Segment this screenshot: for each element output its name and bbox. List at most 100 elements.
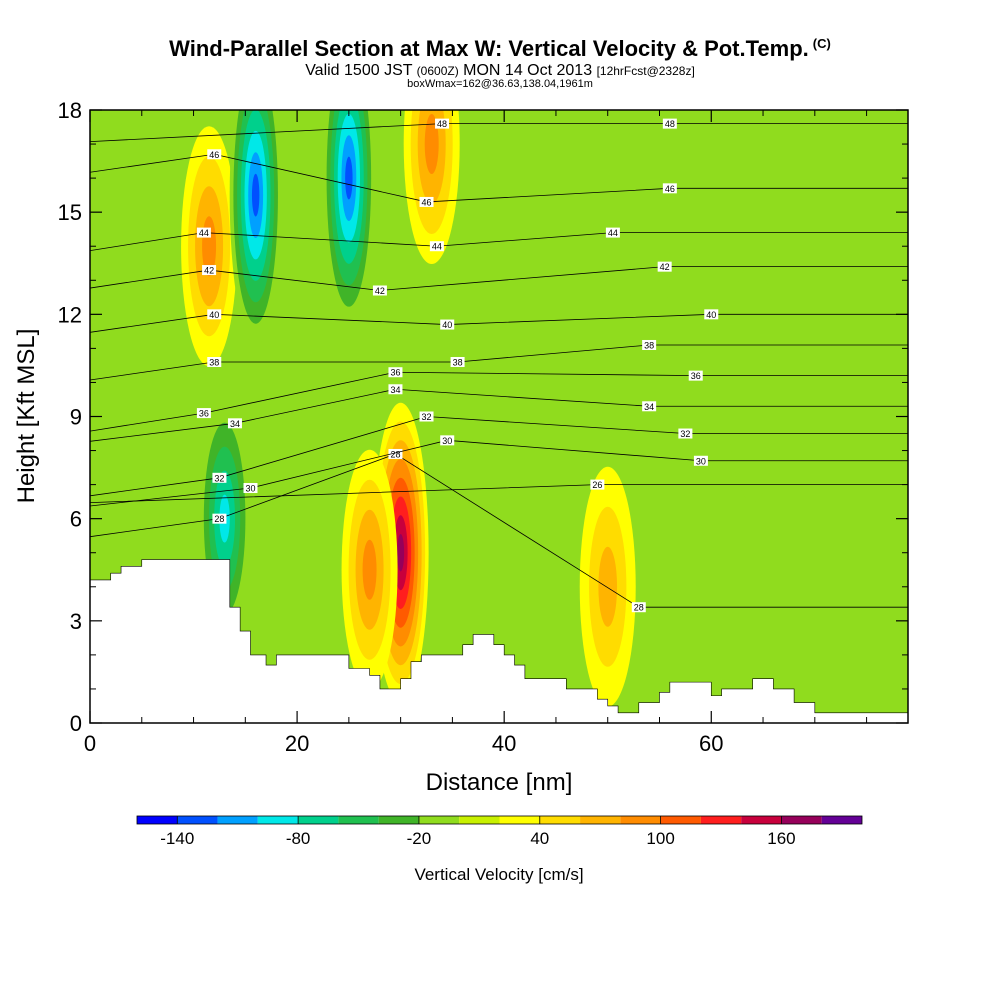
colorbar-swatch-0	[137, 816, 178, 824]
svg-text:26: 26	[592, 480, 602, 490]
theta-label-30-1: 30	[440, 435, 455, 446]
theta-label-40-1: 40	[440, 319, 455, 330]
svg-text:32: 32	[214, 473, 224, 483]
velocity-feature-6	[424, 114, 439, 175]
colorbar-tick-label-0: -140	[160, 829, 194, 848]
svg-text:28: 28	[634, 603, 644, 613]
theta-line-48	[90, 123, 908, 143]
title-text: Wind-Parallel Section at Max W: Vertical…	[169, 36, 809, 61]
theta-label-42-1: 42	[372, 285, 387, 296]
valid-time-b: MON 14 Oct 2013	[463, 62, 593, 79]
svg-text:34: 34	[644, 402, 654, 412]
svg-text:38: 38	[644, 340, 654, 350]
theta-label-44-0: 44	[196, 227, 211, 238]
velocity-feature-7	[598, 546, 618, 627]
theta-label-28-0: 28	[212, 513, 227, 524]
colorbar-swatch-10	[539, 816, 581, 824]
svg-text:44: 44	[608, 228, 618, 238]
svg-text:30: 30	[696, 456, 706, 466]
svg-text:30: 30	[245, 484, 255, 494]
svg-text:42: 42	[660, 262, 670, 272]
valid-time-line: Valid 1500 JST (0600Z) MON 14 Oct 2013 […	[0, 62, 1000, 80]
y-tick-label-0: 0	[70, 711, 82, 736]
svg-text:28: 28	[390, 449, 400, 459]
velocity-feature-3	[397, 533, 405, 572]
velocity-feature-4	[362, 539, 377, 600]
colorbar-swatch-16	[781, 816, 822, 824]
theta-contours: 26 28 28 28 30 30 30 32 32 32 34 34 34 36 36 36 38 38 38 40…	[90, 118, 908, 613]
theta-label-34-0: 34	[227, 418, 242, 429]
colorbar-swatch-3	[257, 816, 299, 824]
x-tick-label-2: 40	[492, 731, 516, 756]
svg-text:36: 36	[390, 368, 400, 378]
svg-text:44: 44	[432, 242, 442, 252]
chart-title: Wind-Parallel Section at Max W: Vertical…	[0, 36, 1000, 62]
y-tick-label-3: 9	[70, 405, 82, 430]
colorbar-frame	[136, 815, 863, 825]
colorbar-swatch-7	[418, 816, 460, 824]
colorbar-tick-label-4: 100	[646, 829, 674, 848]
theta-label-34-2: 34	[642, 401, 657, 412]
theta-label-48-0: 48	[435, 118, 450, 129]
theta-label-32-0: 32	[212, 472, 227, 483]
colorbar: -140 -80 -20 40 100 160	[136, 815, 863, 848]
theta-label-36-2: 36	[688, 370, 703, 381]
theta-label-28-1: 28	[388, 448, 403, 459]
svg-text:46: 46	[665, 184, 675, 194]
theta-label-44-1: 44	[429, 241, 444, 252]
svg-text:38: 38	[453, 358, 463, 368]
y-tick-label-1: 3	[70, 609, 82, 634]
theta-label-38-0: 38	[207, 357, 222, 368]
x-tick-label-3: 60	[699, 731, 723, 756]
terrain-profile	[89, 559, 909, 724]
svg-text:32: 32	[422, 412, 432, 422]
theta-label-32-1: 32	[419, 411, 434, 422]
y-tick-label-6: 18	[58, 98, 82, 123]
velocity-feature-8	[623, 110, 676, 333]
colorbar-tick-label-5: 160	[767, 829, 795, 848]
theta-label-46-1: 46	[419, 196, 434, 207]
svg-text:30: 30	[442, 436, 452, 446]
svg-text:40: 40	[209, 310, 219, 320]
colorbar-swatch-5	[338, 816, 379, 824]
y-tick-label-2: 6	[70, 507, 82, 532]
x-tick-label-0: 0	[84, 731, 96, 756]
y-tick-label-4: 12	[58, 302, 82, 327]
theta-label-40-2: 40	[704, 309, 719, 320]
svg-text:46: 46	[209, 150, 219, 160]
y-axis-title: Height [Kft MSL]	[13, 329, 40, 504]
svg-text:48: 48	[437, 119, 447, 129]
colorbar-tick-label-1: -80	[286, 829, 311, 848]
theta-label-30-0: 30	[243, 483, 258, 494]
svg-text:40: 40	[442, 320, 452, 330]
svg-text:28: 28	[214, 514, 224, 524]
colorbar-swatch-9	[499, 816, 540, 824]
svg-text:36: 36	[691, 371, 701, 381]
valid-time-a: Valid 1500 JST	[305, 62, 413, 79]
title-unit: (C)	[812, 36, 831, 51]
theta-label-42-0: 42	[202, 265, 217, 276]
colorbar-swatch-13	[660, 816, 701, 824]
terrain	[89, 559, 909, 724]
colorbar-swatch-11	[580, 816, 621, 824]
theta-label-38-2: 38	[642, 339, 657, 350]
colorbar-swatch-14	[700, 816, 742, 824]
svg-text:44: 44	[199, 228, 209, 238]
colorbar-swatch-8	[459, 816, 500, 824]
colorbar-swatch-17	[821, 816, 862, 824]
theta-label-36-1: 36	[388, 367, 403, 378]
theta-label-34-1: 34	[388, 384, 403, 395]
colorbar-tick-label-3: 40	[530, 829, 549, 848]
theta-label-26-0: 26	[590, 479, 605, 490]
colorbar-tick-label-2: -20	[407, 829, 432, 848]
box-info: boxWmax=162@36.63,138.04,1961m	[407, 78, 593, 90]
velocity-feature-2	[345, 156, 353, 200]
theta-label-40-0: 40	[207, 309, 222, 320]
theta-label-30-2: 30	[693, 455, 708, 466]
svg-text:48: 48	[665, 119, 675, 129]
svg-text:36: 36	[199, 409, 209, 419]
theta-label-44-2: 44	[605, 227, 620, 238]
theta-label-36-0: 36	[196, 408, 211, 419]
colorbar-swatch-12	[620, 816, 661, 824]
